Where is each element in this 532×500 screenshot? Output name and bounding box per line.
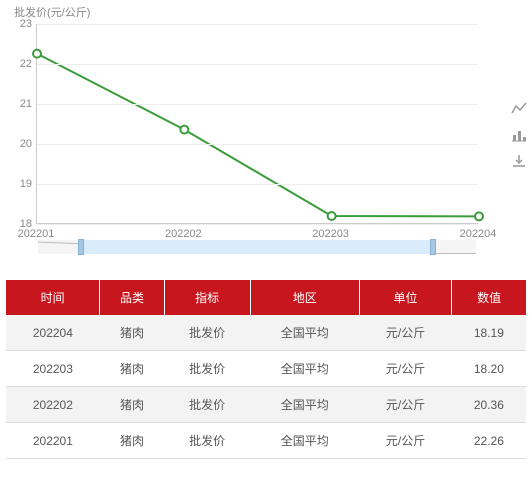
x-tick-label: 202203 <box>312 228 349 240</box>
table-cell: 元/公斤 <box>359 423 451 459</box>
x-tick-label: 202202 <box>165 228 202 240</box>
table-cell: 猪肉 <box>100 315 164 351</box>
gridline <box>37 104 478 105</box>
col-header: 指标 <box>164 280 250 315</box>
table-row: 202203猪肉批发价全国平均元/公斤18.20 <box>6 351 526 387</box>
table-cell: 全国平均 <box>250 351 359 387</box>
data-table-wrap: 时间品类指标地区单位数值 202204猪肉批发价全国平均元/公斤18.19202… <box>6 280 526 459</box>
table-cell: 元/公斤 <box>359 387 451 423</box>
table-cell: 批发价 <box>164 387 250 423</box>
data-marker[interactable] <box>33 50 41 58</box>
y-tick-label: 22 <box>12 58 32 70</box>
col-header: 地区 <box>250 280 359 315</box>
table-cell: 18.20 <box>452 351 526 387</box>
bar-view-icon[interactable] <box>510 126 528 144</box>
zoom-handle-left[interactable] <box>78 239 84 255</box>
x-tick-label: 202201 <box>18 228 55 240</box>
price-line <box>37 54 479 217</box>
table-cell: 全国平均 <box>250 387 359 423</box>
gridline <box>37 224 478 225</box>
table-cell: 全国平均 <box>250 423 359 459</box>
table-cell: 批发价 <box>164 423 250 459</box>
table-row: 202202猪肉批发价全国平均元/公斤20.36 <box>6 387 526 423</box>
data-marker[interactable] <box>328 212 336 220</box>
zoom-handle-right[interactable] <box>430 239 436 255</box>
gridline <box>37 24 478 25</box>
col-header: 品类 <box>100 280 164 315</box>
zoom-slider-fill <box>80 240 432 254</box>
download-icon[interactable] <box>510 152 528 170</box>
plot-region <box>36 24 478 224</box>
y-tick-label: 20 <box>12 138 32 150</box>
price-chart: 批发价(元/公斤) 181920212223202201202202202203… <box>0 0 488 262</box>
table-cell: 元/公斤 <box>359 315 451 351</box>
col-header: 单位 <box>359 280 451 315</box>
table-cell: 猪肉 <box>100 387 164 423</box>
y-tick-label: 21 <box>12 98 32 110</box>
line-view-icon[interactable] <box>510 100 528 118</box>
zoom-slider[interactable] <box>38 240 476 254</box>
table-cell: 批发价 <box>164 351 250 387</box>
table-cell: 猪肉 <box>100 423 164 459</box>
table-row: 202204猪肉批发价全国平均元/公斤18.19 <box>6 315 526 351</box>
gridline <box>37 144 478 145</box>
table-cell: 猪肉 <box>100 351 164 387</box>
table-cell: 批发价 <box>164 315 250 351</box>
table-cell: 元/公斤 <box>359 351 451 387</box>
table-cell: 202202 <box>6 387 100 423</box>
col-header: 时间 <box>6 280 100 315</box>
table-cell: 202203 <box>6 351 100 387</box>
table-cell: 202201 <box>6 423 100 459</box>
chart-toolbar <box>510 100 528 170</box>
gridline <box>37 64 478 65</box>
table-cell: 全国平均 <box>250 315 359 351</box>
table-row: 202201猪肉批发价全国平均元/公斤22.26 <box>6 423 526 459</box>
gridline <box>37 184 478 185</box>
table-cell: 202204 <box>6 315 100 351</box>
x-tick-label: 202204 <box>460 228 497 240</box>
data-marker[interactable] <box>475 212 483 220</box>
table-cell: 20.36 <box>452 387 526 423</box>
table-cell: 18.19 <box>452 315 526 351</box>
table-cell: 22.26 <box>452 423 526 459</box>
y-tick-label: 19 <box>12 178 32 190</box>
y-tick-label: 23 <box>12 18 32 30</box>
data-marker[interactable] <box>180 126 188 134</box>
col-header: 数值 <box>452 280 526 315</box>
data-table: 时间品类指标地区单位数值 202204猪肉批发价全国平均元/公斤18.19202… <box>6 280 526 459</box>
